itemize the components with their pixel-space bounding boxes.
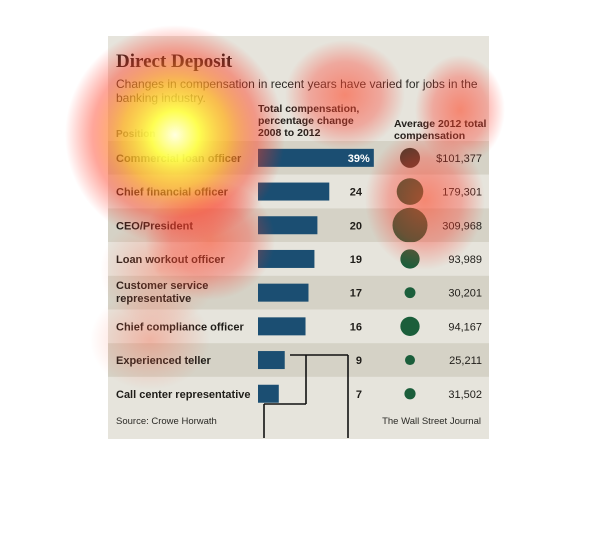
position-label: Loan workout officer xyxy=(116,254,226,266)
compensation-change-bar xyxy=(258,283,309,302)
bar-value-label: 9 xyxy=(356,355,362,367)
compensation-bubble xyxy=(396,178,424,205)
bar-and-bubble-chart: Commercial loan officer 39% $101,377 Chief … xyxy=(108,141,489,411)
source-note: Source: Crowe Horwath xyxy=(116,416,217,427)
compensation-bubble xyxy=(399,147,421,168)
compensation-bubble xyxy=(404,287,416,299)
position-label: Call center representative xyxy=(116,389,251,401)
compensation-bubble xyxy=(400,249,420,269)
infographic-card: Direct Deposit Changes in compensation i… xyxy=(108,36,489,439)
compensation-change-bar xyxy=(258,384,279,403)
compensation-change-bar xyxy=(258,249,315,268)
average-compensation-label: 30,201 xyxy=(448,288,482,300)
average-compensation-label: 25,211 xyxy=(449,355,482,367)
compensation-bubble xyxy=(404,388,416,400)
compensation-change-bar xyxy=(258,351,285,370)
compensation-change-bar xyxy=(258,317,306,336)
position-label: Experienced teller xyxy=(116,355,211,367)
compensation-bubble xyxy=(405,355,415,366)
position-label: CEO/President xyxy=(116,220,193,232)
compensation-change-bar xyxy=(258,216,318,235)
bar-value-label: 19 xyxy=(350,254,362,266)
compensation-change-bar xyxy=(258,148,374,167)
average-compensation-label: 179,301 xyxy=(442,187,482,199)
bar-value-label: 39% xyxy=(348,153,370,165)
average-compensation-label: 309,968 xyxy=(442,220,482,232)
bar-value-label: 7 xyxy=(356,389,362,401)
position-label: Chief financial officer xyxy=(116,187,229,199)
bar-value-label: 16 xyxy=(350,321,362,333)
bar-value-label: 17 xyxy=(350,288,362,300)
average-compensation-label: 94,167 xyxy=(448,321,482,333)
compensation-bubble xyxy=(392,207,428,243)
average-compensation-label: 31,502 xyxy=(448,389,482,401)
average-compensation-label: 93,989 xyxy=(448,254,482,266)
compensation-change-bar xyxy=(258,182,330,201)
compensation-bubble xyxy=(400,316,420,336)
bar-value-label: 20 xyxy=(350,220,362,232)
position-label: Commercial loan officer xyxy=(116,153,242,165)
publisher-credit: The Wall Street Journal xyxy=(382,416,481,427)
bar-value-label: 24 xyxy=(350,187,363,199)
average-compensation-label: $101,377 xyxy=(436,153,482,165)
position-label: Chief compliance officer xyxy=(116,321,244,333)
